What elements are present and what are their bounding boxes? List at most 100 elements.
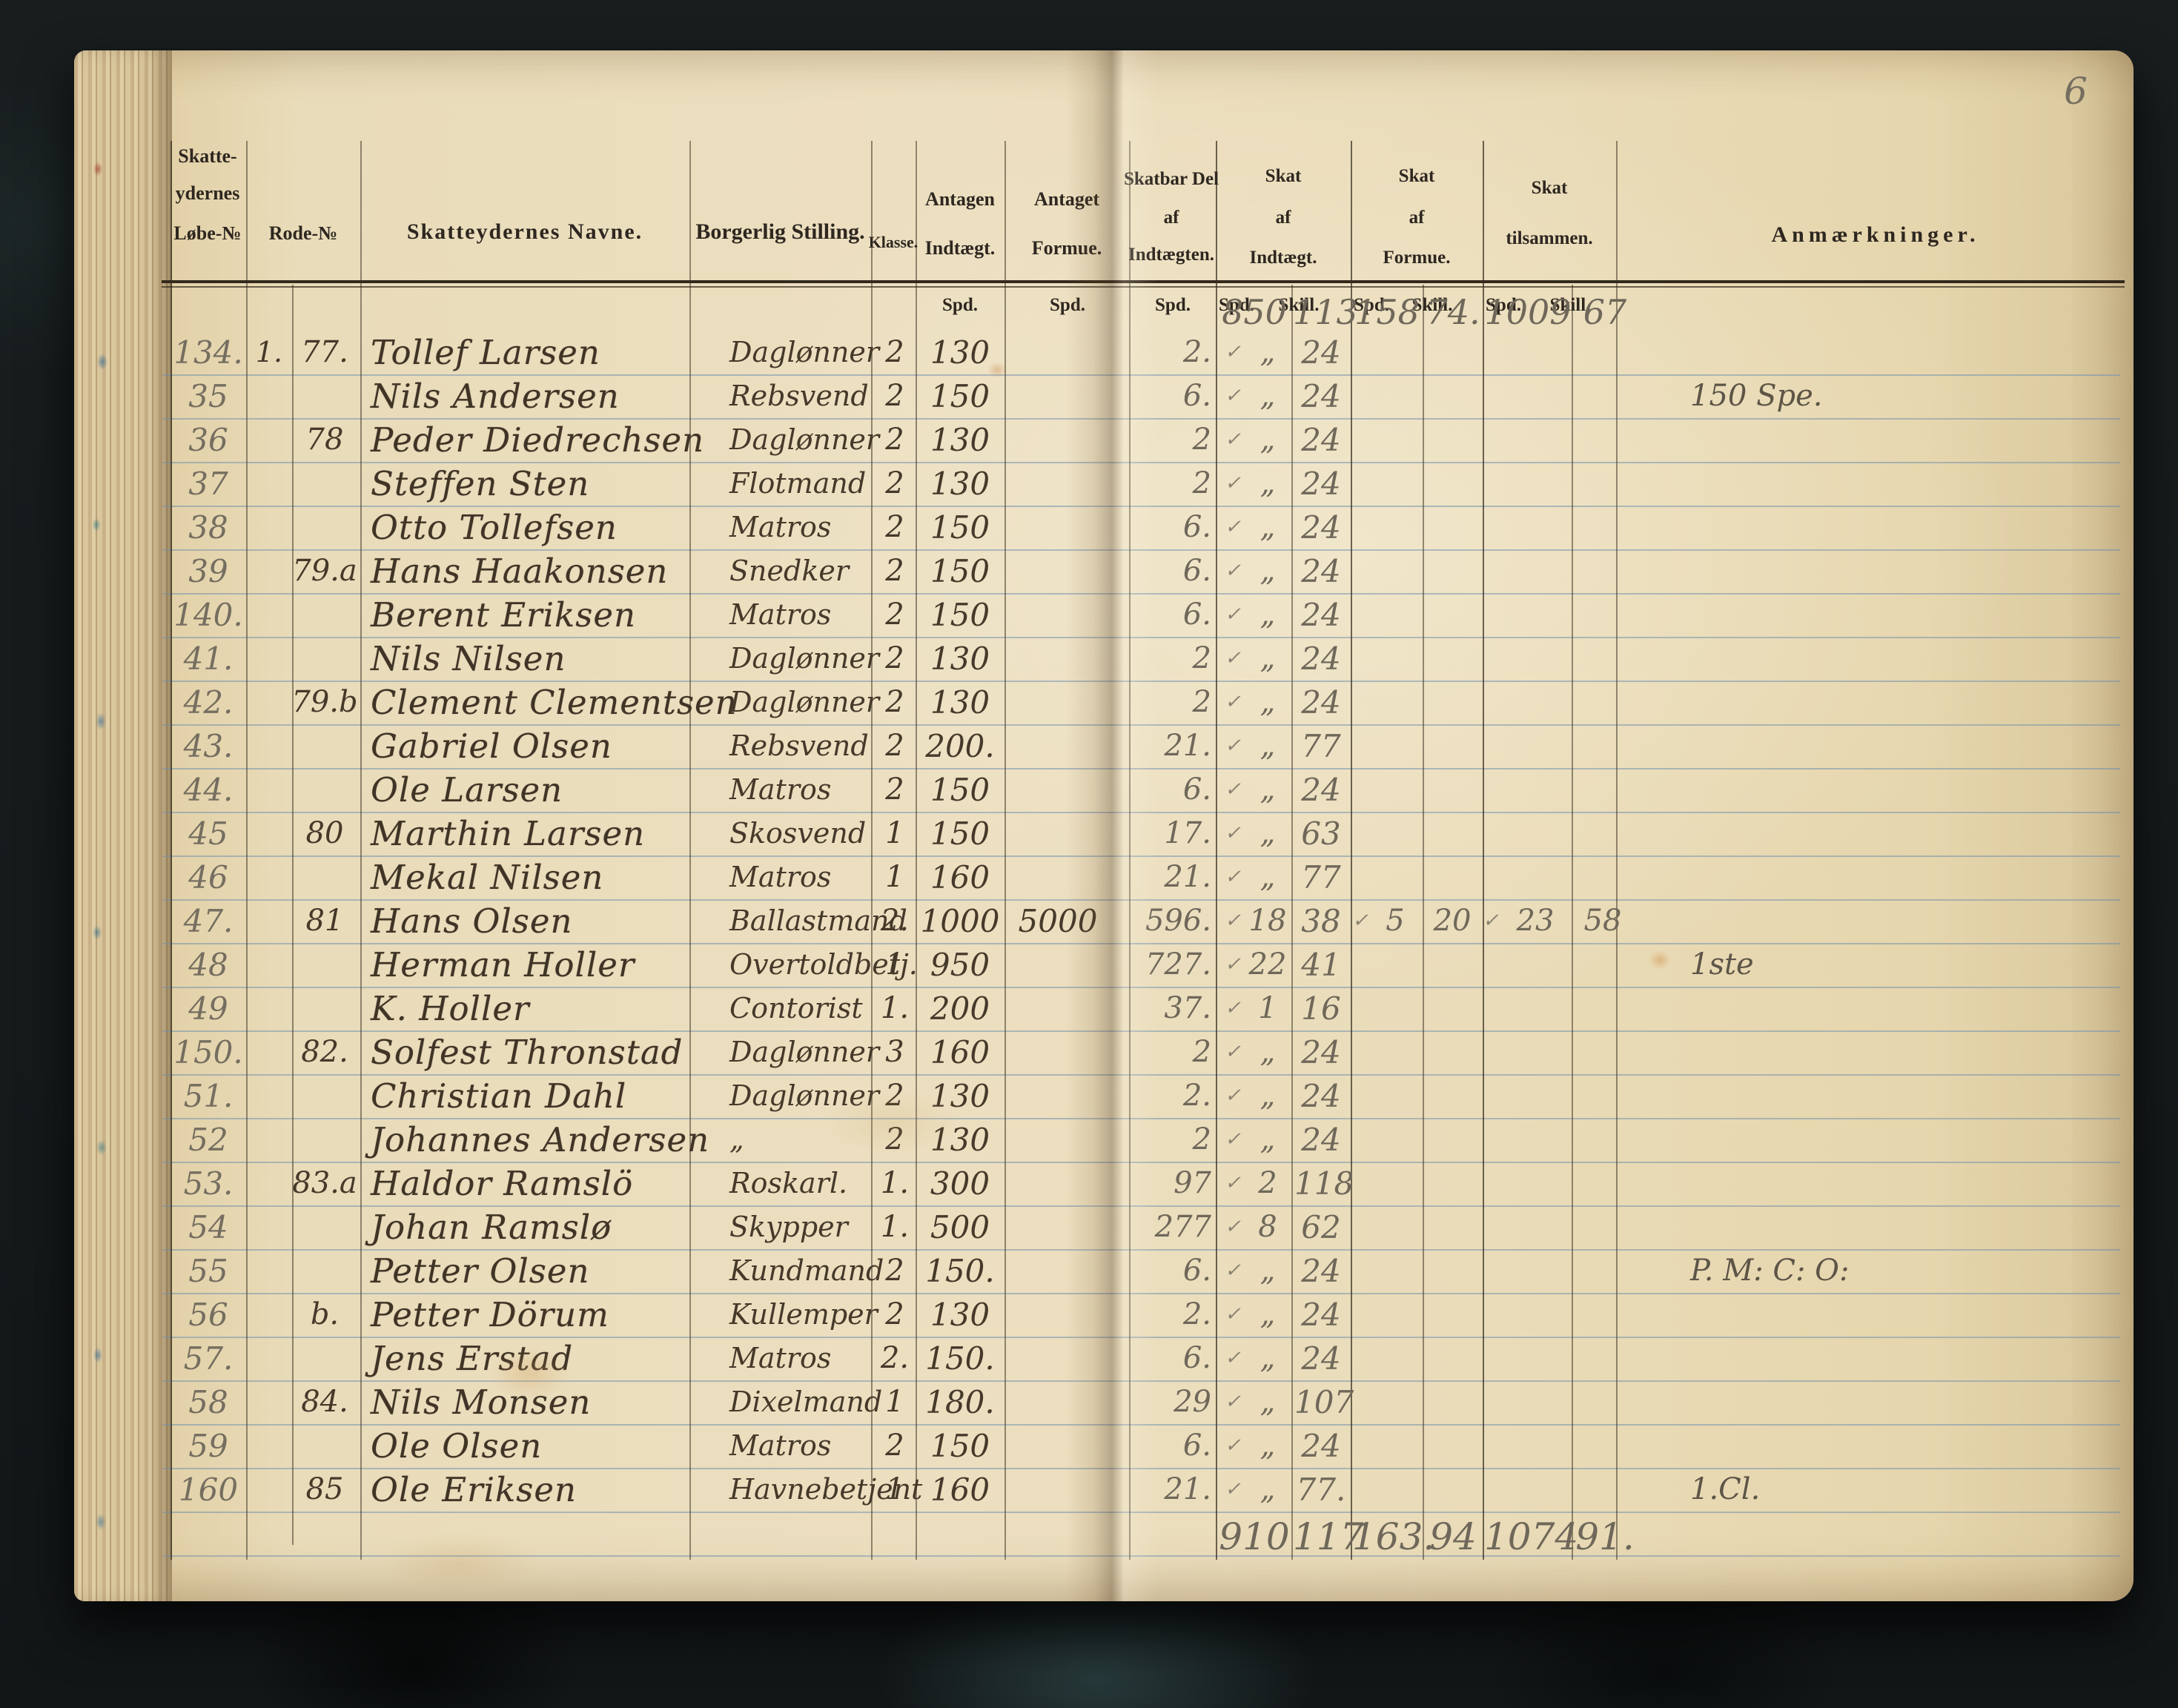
cell-ind: 200 <box>930 990 990 1027</box>
cell-si_skill: 24 <box>1301 1340 1341 1377</box>
cell-ind: 500 <box>930 1209 990 1245</box>
cell-ind: 160 <box>930 859 990 896</box>
table-row: 140. Berent Eriksen Matros 2 150 6. ✓ „ 24 <box>74 593 2134 637</box>
cell-klasse: 2 <box>885 335 904 369</box>
cell-stilling: Daglønner <box>729 336 880 368</box>
cell-si_spd: „ <box>1260 1254 1276 1288</box>
cell-si_skill: 63 <box>1301 815 1341 852</box>
cell-chk: ✓ <box>1225 647 1241 669</box>
cell-navn: Petter Olsen <box>371 1251 590 1291</box>
cell-navn: Ole Eriksen <box>371 1470 577 1509</box>
cell-si_spd: „ <box>1260 1385 1276 1419</box>
cell-si_spd: „ <box>1260 598 1276 632</box>
col-anm-label: Anmærkninger. <box>1771 222 1980 247</box>
cell-stilling: Matros <box>729 598 832 631</box>
cell-navn: Johan Ramslø <box>371 1208 612 1247</box>
cell-chk: ✓ <box>1225 428 1241 451</box>
cell-lobe: 42. <box>183 684 234 721</box>
cell-ind: 1000 <box>920 903 1000 939</box>
cell-navn: Marthin Larsen <box>371 814 646 853</box>
cell-navn: Nils Andersen <box>371 377 620 416</box>
cell-skatbar: 596. <box>1145 904 1211 938</box>
cell-navn: Christian Dahl <box>371 1076 627 1116</box>
carried-skat-indtaegt-skill: 113 <box>1293 292 1358 332</box>
cell-chk3: ✓ <box>1483 910 1499 932</box>
col-tilsammen-label: tilsammen. <box>1506 228 1593 248</box>
unit-spd: Spd. <box>1354 295 1389 315</box>
cell-stilling: Rebsvend <box>729 380 869 412</box>
cell-klasse: 2 <box>873 1118 916 1162</box>
cell-stilling: Matros <box>729 861 832 893</box>
cell-si_skill: 24 <box>1301 553 1341 589</box>
cell-ind: 150 <box>930 1428 990 1464</box>
unit-spd: Spd. <box>942 295 978 315</box>
cell-sf_spd: 5 <box>1386 904 1405 938</box>
cell-chk: ✓ <box>1225 385 1241 407</box>
cell-stilling: Kullemper <box>729 1298 878 1331</box>
cell-stilling: Matros <box>729 1429 832 1462</box>
col-tilsammen-label: Skat <box>1531 178 1568 198</box>
table-row: 46 Mekal Nilsen Matros 1 160 21. ✓ „ 77 <box>74 855 2134 899</box>
table-row: 45 80 Marthin Larsen Skosvend 1 150 17. ✓ „ 63 <box>74 812 2134 855</box>
cell-navn: Clement Clementsen <box>371 683 738 722</box>
table-row: 52 Johannes Andersen „ 2 130 2 ✓ „ 24 <box>74 1118 2134 1162</box>
cell-si_skill: 77 <box>1301 859 1341 896</box>
cell-si_skill: 38 <box>1301 903 1341 939</box>
cell-stilling: Havnebetjent <box>729 1473 923 1506</box>
gutter-fold <box>1066 50 1158 1601</box>
cell-chk: ✓ <box>1225 1172 1241 1194</box>
cell-navn: Hans Olsen <box>371 901 573 941</box>
cell-si_skill: 24 <box>1301 378 1341 414</box>
total-tilsammen-skill: 91. <box>1575 1515 1635 1558</box>
cell-skatbar: 2. <box>1182 1297 1211 1331</box>
cell-rode: 79.a <box>292 554 357 588</box>
cell-chk: ✓ <box>1225 1303 1241 1325</box>
cell-stilling: Skosvend <box>729 817 867 850</box>
unit-spd: Spd. <box>1155 295 1191 315</box>
cell-lobe: 57. <box>183 1340 234 1377</box>
col-lobe-label: ydernes <box>175 182 240 204</box>
cell-ind: 130 <box>930 334 990 371</box>
cell-rode: 85 <box>305 1472 344 1506</box>
cell-chk: ✓ <box>1225 735 1241 757</box>
cell-navn: Herman Holler <box>371 945 635 984</box>
cell-stilling: Rebsvend <box>729 729 869 762</box>
cell-rode: 79.b <box>291 685 358 719</box>
cell-chk: ✓ <box>1225 866 1241 888</box>
cell-skatbar: 2 <box>1192 641 1211 675</box>
cell-si_spd: 18 <box>1248 904 1287 938</box>
cell-klasse: 2 <box>885 729 904 763</box>
cell-chk: ✓ <box>1225 997 1241 1019</box>
carried-skat-formue-spd: 158 <box>1354 292 1420 332</box>
col-skatbar-label: Skatbar Del <box>1123 169 1219 189</box>
cell-ind: 950 <box>930 947 990 983</box>
cell-si_spd: „ <box>1260 1472 1276 1506</box>
table-row: 37 Steffen Sten Flotmand 2 130 2 ✓ „ 24 <box>74 462 2134 506</box>
cell-si_skill: 107 <box>1294 1384 1354 1420</box>
unit-spd: Spd. <box>1030 295 1105 316</box>
cell-navn: Otto Tollefsen <box>371 508 618 547</box>
unit-skill: Skill. <box>1278 295 1320 315</box>
total-skat-indtaegt-skill: 117 <box>1293 1515 1364 1558</box>
cell-klasse: 1. <box>880 1210 910 1244</box>
cell-chk: ✓ <box>1225 778 1241 801</box>
cell-skatbar: 6. <box>1182 1341 1211 1375</box>
cell-ind: 150 <box>930 597 990 633</box>
table-row: 35 Nils Andersen Rebsvend 2 150 6. ✓ „ 24 150 Spe… <box>74 374 2134 418</box>
cell-stilling: Daglønner <box>729 423 880 456</box>
cell-anm: 1ste <box>1690 947 1754 982</box>
col-rode-label: Rode-№ <box>268 222 338 244</box>
cell-navn: Nils Monsen <box>371 1383 592 1422</box>
cell-si_skill: 24 <box>1301 334 1341 371</box>
cell-si_skill: 16 <box>1301 990 1341 1027</box>
table-row: 42. 79.b Clement Clementsen Daglønner 2 130 2 ✓… <box>74 681 2134 724</box>
cell-lobe: 38 <box>188 509 228 546</box>
cell-skatbar: 6. <box>1182 772 1211 807</box>
table-row: 41. Nils Nilsen Daglønner 2 130 2 ✓ „ 24 <box>74 637 2134 681</box>
cell-skatbar: 21. <box>1164 1472 1211 1506</box>
cell-navn: Tollef Larsen <box>371 333 600 372</box>
col-indtaegt-label: Antagen <box>925 188 995 210</box>
cell-si_spd: „ <box>1260 729 1276 763</box>
cell-chk: ✓ <box>1225 1434 1241 1457</box>
